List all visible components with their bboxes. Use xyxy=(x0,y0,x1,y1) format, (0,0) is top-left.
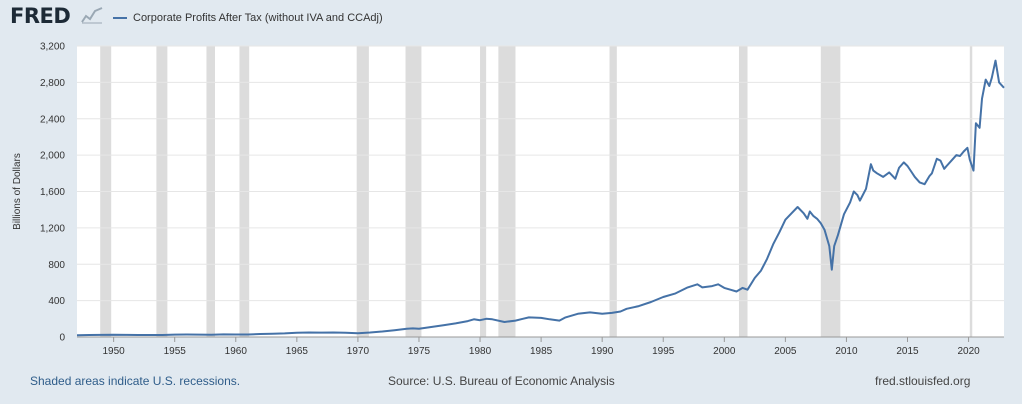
y-tick-label: 2,800 xyxy=(40,78,65,89)
x-tick-label: 1950 xyxy=(103,346,126,357)
x-tick-label: 1975 xyxy=(408,346,431,357)
x-tick-label: 1985 xyxy=(530,346,553,357)
x-tick-label: 1990 xyxy=(591,346,614,357)
line-chart: 0 400 800 1,200 1,600 2,000 2,400 2,800 3,200 195… xyxy=(12,42,1005,357)
x-tick-label: 2015 xyxy=(896,346,919,357)
y-axis-label: Billions of Dollars xyxy=(12,153,23,230)
site-link[interactable]: fred.stlouisfed.org xyxy=(875,374,971,388)
recession-note: Shaded areas indicate U.S. recessions. xyxy=(30,374,241,388)
y-tick-label: 2,000 xyxy=(40,151,65,162)
legend-series-name[interactable]: Corporate Profits After Tax (without IVA… xyxy=(133,12,383,24)
source-note: Source: U.S. Bureau of Economic Analysis xyxy=(388,374,615,388)
x-tick-label: 2010 xyxy=(835,346,858,357)
x-tick-label: 2005 xyxy=(774,346,797,357)
y-tick-label: 0 xyxy=(59,333,65,344)
y-tick-label: 2,400 xyxy=(40,114,65,125)
chart-line-icon xyxy=(81,7,103,24)
y-tick-label: 1,600 xyxy=(40,187,65,198)
y-tick-label: 800 xyxy=(48,260,65,271)
x-tick-label: 1995 xyxy=(652,346,675,357)
y-tick-label: 1,200 xyxy=(40,223,65,234)
y-tick-label: 3,200 xyxy=(40,42,65,53)
x-tick-label: 1965 xyxy=(286,346,309,357)
series-line[interactable] xyxy=(76,59,1005,337)
x-tick-label: 1970 xyxy=(347,346,370,357)
legend-swatch xyxy=(113,17,127,19)
y-tick-label: 400 xyxy=(48,296,65,307)
x-tick-label: 2020 xyxy=(957,346,980,357)
x-tick-label: 2000 xyxy=(713,346,736,357)
x-tick-label: 1980 xyxy=(469,346,492,357)
chart-legend: Corporate Profits After Tax (without IVA… xyxy=(113,11,383,25)
fred-logo[interactable]: FRED xyxy=(10,4,71,28)
chart-header: FRED Corporate Profits After Tax (withou… xyxy=(0,0,1022,36)
x-tick-label: 1955 xyxy=(164,346,187,357)
x-tick-label: 1960 xyxy=(225,346,248,357)
